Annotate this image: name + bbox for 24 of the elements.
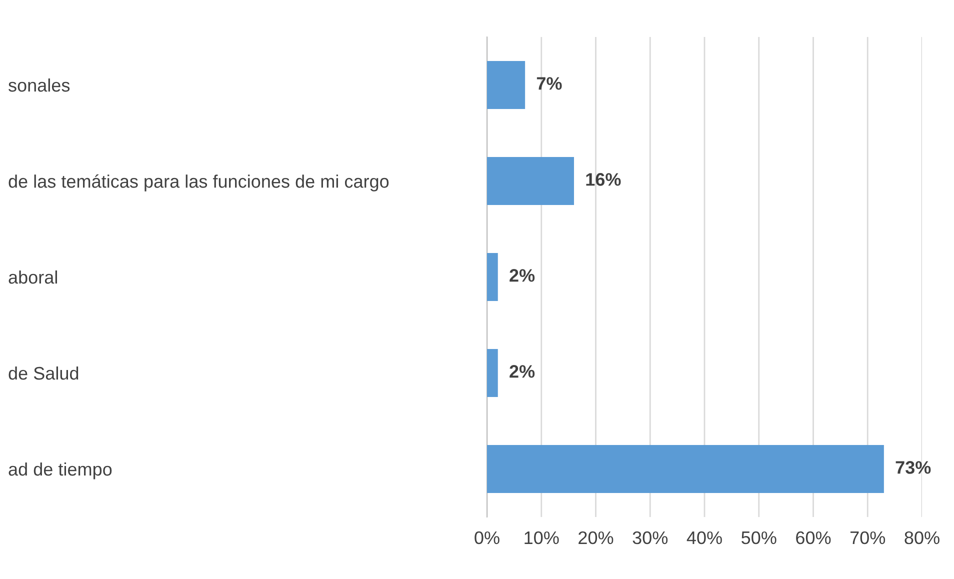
bar [487, 445, 884, 493]
x-tick-label: 70% [850, 531, 886, 544]
bar [487, 157, 574, 205]
bar [487, 349, 498, 397]
y-tick-label: de Salud [8, 366, 78, 380]
x-tick-label: 40% [686, 531, 722, 544]
x-tick-label: 50% [742, 531, 776, 544]
x-tick-label: 30% [632, 531, 668, 544]
x-tick-label: 80% [904, 531, 940, 544]
x-tick-label: 0% [474, 531, 500, 544]
y-tick-label: ad de tiempo [8, 462, 112, 480]
data-label: 16% [586, 173, 621, 186]
y-tick-label: aboral [8, 270, 57, 284]
x-tick-label: 60% [796, 531, 831, 544]
data-label: 2% [510, 365, 535, 378]
y-tick-label: de las temáticas para las funciones de mi cargo [8, 174, 389, 192]
y-tick-label: sonales [8, 78, 70, 92]
bar [487, 61, 526, 109]
data-label: 7% [536, 77, 562, 90]
x-tick-label: 10% [524, 531, 559, 544]
x-tick-label: 20% [578, 531, 614, 544]
data-label: 73% [896, 461, 931, 474]
data-label: 2% [510, 269, 535, 282]
bar [487, 253, 498, 301]
